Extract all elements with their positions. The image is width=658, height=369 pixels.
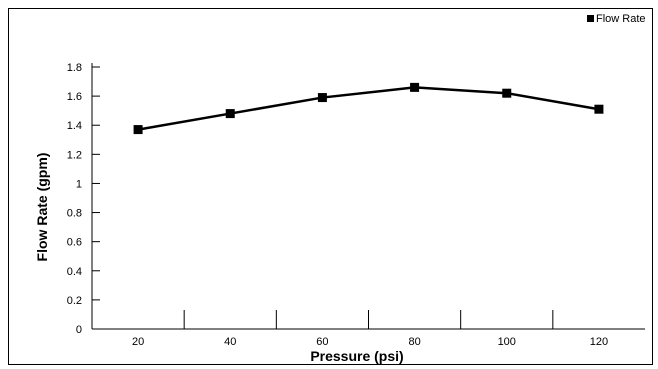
legend-label: Flow Rate: [596, 13, 646, 25]
y-tick-label: 0.8: [67, 208, 82, 220]
legend: Flow Rate: [587, 13, 646, 25]
y-tick-label: 1.2: [67, 149, 82, 161]
x-axis-ticks: 20 40 60 80 100 120: [132, 310, 608, 348]
x-tick-label: 60: [316, 336, 328, 348]
y-tick-label: 1.6: [67, 91, 82, 103]
x-axis-title: Pressure (psi): [310, 348, 403, 364]
y-tick-label: 1.8: [67, 62, 82, 74]
x-tick-label: 20: [132, 336, 144, 348]
y-tick-label: 0.2: [67, 295, 82, 307]
y-axis-title: Flow Rate (gpm): [34, 153, 50, 262]
y-tick-label: 1: [76, 178, 82, 190]
x-tick-label: 100: [498, 336, 516, 348]
y-axis-ticks: 0 0.2 0.4 0.6 0.8 1 1.2 1.4 1.6 1.8: [67, 62, 100, 336]
chart-frame: [8, 8, 653, 365]
series-line: [137, 86, 600, 131]
y-tick-label: 1.4: [67, 120, 82, 132]
data-point-marker: [594, 104, 604, 114]
series-flow-rate: [133, 82, 604, 135]
data-point-marker: [317, 93, 327, 103]
x-tick-label: 80: [408, 336, 420, 348]
y-tick-label: 0.4: [67, 266, 82, 278]
x-tick-label: 40: [224, 336, 236, 348]
data-point-marker: [410, 82, 420, 92]
data-point-marker: [133, 125, 143, 135]
data-point-marker: [225, 109, 235, 119]
y-tick-label: 0: [76, 324, 82, 336]
y-tick-label: 0.6: [67, 237, 82, 249]
legend-marker: [587, 15, 594, 22]
data-point-marker: [502, 88, 512, 98]
x-tick-label: 120: [590, 336, 608, 348]
